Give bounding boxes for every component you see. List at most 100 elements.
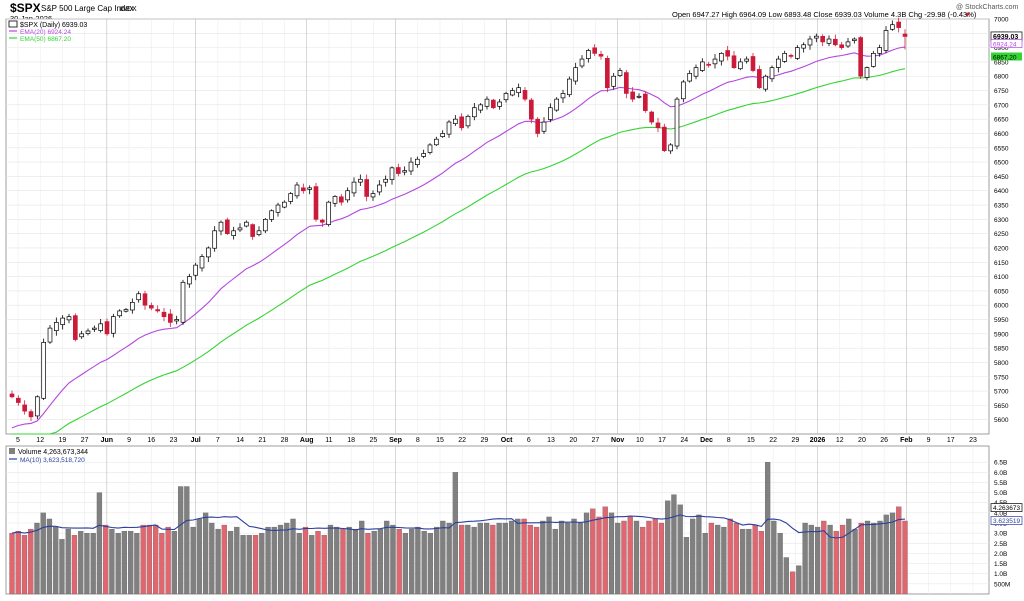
x-tick-label: Aug [300, 437, 314, 444]
volume-bar [652, 518, 658, 595]
volume-bar [128, 530, 134, 595]
candle [402, 166, 407, 176]
candle [256, 226, 262, 237]
price-y-tick-label: 5750 [994, 374, 1009, 381]
candle-body [294, 184, 300, 197]
candle [814, 33, 819, 43]
volume-bar [71, 535, 78, 595]
volume-bar [427, 533, 434, 595]
candle-body [586, 50, 591, 59]
volume-bar [583, 512, 590, 595]
volume-bar [540, 520, 546, 595]
candle [693, 64, 699, 80]
candle-body [231, 230, 236, 236]
volume-bar [558, 520, 565, 595]
volume-bar [234, 526, 240, 595]
candle [883, 26, 889, 54]
candle [662, 123, 667, 153]
volume-bar [284, 522, 290, 595]
x-tick-label: 20 [569, 437, 577, 444]
candle-body [313, 186, 319, 220]
volume-bar [84, 533, 90, 595]
volume-bar [764, 462, 771, 595]
candle-body [161, 311, 167, 318]
price-y-tick-label: 6900 [994, 45, 1009, 52]
candle-body [491, 99, 496, 109]
price-y-tick-label: 6700 [994, 102, 1009, 109]
x-tick-label: Feb [900, 437, 912, 444]
volume-bar [883, 514, 889, 595]
volume-bar [640, 526, 646, 595]
ema50-price-tag-label: 6867.20 [993, 55, 1017, 62]
candle [383, 175, 388, 187]
volume-bar [665, 500, 671, 595]
candle-body [117, 310, 122, 317]
candle [807, 35, 813, 50]
candle-body [408, 161, 414, 172]
volume-bar [727, 518, 733, 595]
volume-bar [733, 522, 740, 595]
volume-bar [683, 537, 690, 595]
candle-body [649, 111, 654, 123]
candle-body [592, 47, 597, 54]
candle [244, 220, 249, 228]
candle [73, 313, 78, 342]
candle [364, 174, 369, 202]
volume-y-tick-label: 1.5B [994, 561, 1007, 568]
candle [567, 76, 572, 98]
volume-bar [115, 533, 121, 595]
volume-bar [502, 522, 508, 595]
candle-body [579, 58, 585, 67]
candle [111, 313, 116, 338]
x-tick-label: 23 [969, 437, 977, 444]
watermark: @ StockCharts.com [956, 4, 1019, 11]
candle [307, 185, 312, 195]
candle-body [421, 153, 426, 157]
volume-bar [140, 524, 146, 595]
candle-body [668, 144, 673, 152]
candle-body [814, 35, 819, 39]
candle [149, 302, 154, 311]
candle-body [47, 327, 53, 343]
volume-bar [9, 533, 15, 595]
volume-bar [827, 524, 833, 595]
volume-bar [109, 528, 115, 595]
candle-body [484, 98, 490, 107]
x-tick-label: 23 [170, 437, 178, 444]
volume-ma-tag-label: 3.623519 [993, 518, 1020, 525]
volume-bar [646, 520, 652, 595]
candle [826, 35, 832, 47]
candle [415, 156, 420, 168]
volume-bar [852, 528, 858, 595]
close-price-tag-label: 6939.03 [993, 34, 1018, 41]
volume-bar [758, 530, 764, 595]
candle-body [465, 115, 471, 127]
candle [820, 34, 825, 47]
candle-body [871, 52, 876, 67]
volume-bar [384, 520, 390, 595]
candle-body [263, 218, 268, 232]
candle-body [155, 309, 160, 312]
candle-body [326, 201, 331, 225]
candle [725, 45, 730, 61]
volume-bar [196, 518, 202, 595]
candle-body [402, 170, 407, 173]
candle [617, 67, 623, 78]
volume-bar [477, 522, 483, 595]
volume-bar [577, 522, 583, 595]
candle [231, 226, 236, 240]
price-y-tick-label: 6000 [994, 303, 1009, 310]
candle [396, 163, 401, 177]
symbol-subtitle: S&P 500 Large Cap Index [41, 4, 134, 13]
legend-volume: Volume 4,263,673,344 [18, 449, 88, 456]
price-y-tick-label: 6500 [994, 160, 1009, 167]
volume-bars-layer [9, 462, 908, 595]
candle-body [282, 201, 287, 208]
candle-body [218, 221, 224, 232]
candle [377, 180, 382, 196]
candle-body [510, 90, 515, 96]
candle-body [332, 196, 338, 204]
candle [168, 309, 173, 327]
candle-body [757, 69, 762, 89]
